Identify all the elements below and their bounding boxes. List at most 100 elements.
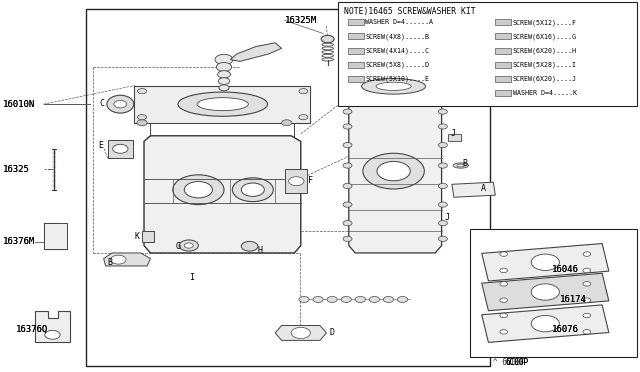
Text: 16010N: 16010N: [3, 100, 35, 109]
Text: SCREW(5X28)....I: SCREW(5X28)....I: [513, 61, 577, 68]
Bar: [495, 48, 511, 54]
Text: 16325M: 16325M: [285, 16, 317, 25]
Circle shape: [438, 109, 447, 114]
Ellipse shape: [107, 95, 134, 113]
Circle shape: [583, 252, 591, 256]
Bar: [495, 62, 511, 68]
Text: NOTE)16465 SCREW&WASHER KIT: NOTE)16465 SCREW&WASHER KIT: [344, 7, 476, 16]
Text: 16376M: 16376M: [3, 237, 35, 246]
Circle shape: [343, 124, 352, 129]
Ellipse shape: [197, 98, 248, 111]
Circle shape: [583, 282, 591, 286]
Text: ^ 6C00P: ^ 6C00P: [493, 358, 525, 367]
Text: 16174: 16174: [560, 295, 587, 304]
Circle shape: [313, 296, 323, 302]
Circle shape: [438, 221, 447, 226]
Circle shape: [500, 268, 508, 273]
Circle shape: [111, 255, 126, 264]
Circle shape: [343, 142, 352, 148]
Text: 6C00P: 6C00P: [506, 358, 529, 367]
Circle shape: [341, 296, 351, 302]
Text: 16325M: 16325M: [285, 16, 317, 25]
Circle shape: [184, 182, 212, 198]
Text: SCREW(5X12)....F: SCREW(5X12)....F: [513, 19, 577, 26]
Circle shape: [218, 78, 230, 84]
Circle shape: [241, 241, 258, 251]
Text: K: K: [134, 232, 140, 241]
Bar: [495, 33, 511, 39]
Polygon shape: [452, 182, 495, 197]
Bar: [348, 33, 364, 39]
Circle shape: [343, 109, 352, 114]
Polygon shape: [482, 273, 609, 311]
Bar: [285, 169, 307, 193]
Polygon shape: [230, 43, 282, 61]
Bar: [448, 134, 461, 141]
Circle shape: [289, 177, 304, 186]
Polygon shape: [144, 136, 301, 253]
Circle shape: [343, 183, 352, 189]
Circle shape: [531, 315, 559, 332]
Text: J: J: [451, 129, 456, 138]
Text: 16076: 16076: [552, 325, 579, 334]
Circle shape: [114, 100, 127, 108]
Circle shape: [500, 313, 508, 318]
Circle shape: [343, 163, 352, 168]
Circle shape: [343, 202, 352, 207]
Text: 16376Q: 16376Q: [16, 325, 48, 334]
Circle shape: [500, 282, 508, 286]
Bar: [495, 90, 511, 96]
Text: E: E: [99, 141, 104, 150]
Polygon shape: [349, 99, 442, 253]
Circle shape: [343, 236, 352, 241]
Text: SCREW(6X16)....G: SCREW(6X16)....G: [513, 33, 577, 40]
Text: SCREW(4X14)....C: SCREW(4X14)....C: [365, 47, 429, 54]
Bar: [142, 231, 154, 242]
Polygon shape: [349, 74, 442, 99]
Bar: [470, 229, 637, 357]
Circle shape: [363, 153, 424, 189]
Ellipse shape: [178, 92, 268, 116]
Circle shape: [343, 221, 352, 226]
Text: 16076: 16076: [552, 325, 579, 334]
Circle shape: [438, 163, 447, 168]
Circle shape: [215, 54, 233, 65]
Bar: [495, 19, 511, 25]
Bar: [495, 76, 511, 82]
Ellipse shape: [457, 164, 465, 167]
Text: A: A: [481, 185, 486, 193]
Circle shape: [500, 298, 508, 302]
Circle shape: [583, 330, 591, 334]
Text: SCREW(4X8).....B: SCREW(4X8).....B: [365, 33, 429, 40]
Bar: [348, 76, 364, 82]
Circle shape: [438, 183, 447, 189]
Circle shape: [397, 296, 408, 302]
Circle shape: [321, 35, 334, 43]
Text: 16376Q: 16376Q: [16, 325, 48, 334]
Polygon shape: [275, 326, 326, 340]
Polygon shape: [134, 86, 310, 123]
Circle shape: [216, 62, 232, 71]
Circle shape: [282, 120, 292, 126]
Circle shape: [45, 330, 60, 339]
Polygon shape: [104, 253, 150, 266]
Text: SCREW(5X10)....E: SCREW(5X10)....E: [365, 76, 429, 82]
Circle shape: [583, 313, 591, 318]
Ellipse shape: [362, 78, 426, 94]
Circle shape: [531, 254, 559, 270]
Text: 16046: 16046: [552, 265, 579, 274]
Circle shape: [138, 89, 147, 94]
Text: 16376M: 16376M: [3, 237, 35, 246]
Circle shape: [241, 183, 264, 196]
Circle shape: [184, 243, 193, 248]
Circle shape: [377, 161, 410, 181]
Circle shape: [355, 296, 365, 302]
Circle shape: [179, 240, 198, 251]
Text: 6C00P: 6C00P: [506, 358, 529, 367]
Text: SCREW(6X20)....H: SCREW(6X20)....H: [513, 47, 577, 54]
Circle shape: [438, 236, 447, 241]
Circle shape: [500, 252, 508, 256]
Circle shape: [232, 178, 273, 202]
Polygon shape: [35, 311, 70, 342]
Circle shape: [299, 89, 308, 94]
